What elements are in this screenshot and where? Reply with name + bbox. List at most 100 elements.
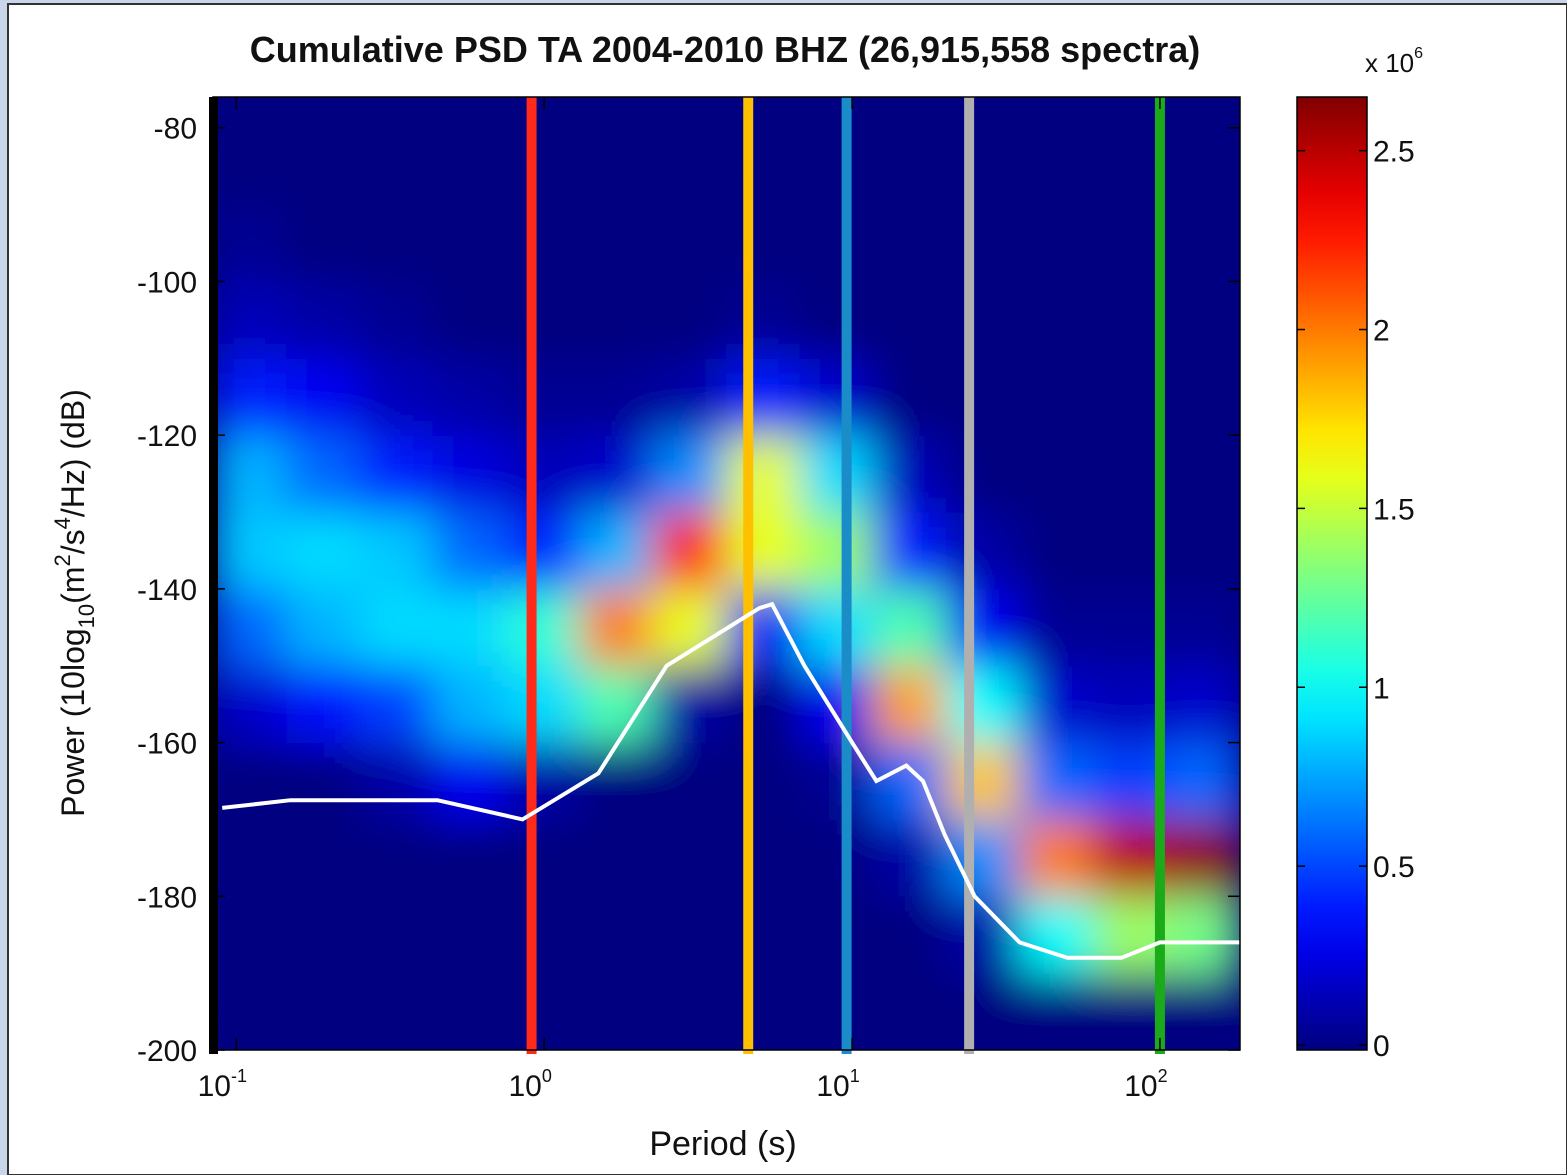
y-label-part: Power (10log: [55, 628, 91, 817]
heatmap-cell: [872, 127, 948, 206]
heatmap-cell: [1019, 665, 1094, 744]
colorbar: [1296, 96, 1368, 1051]
colorbar-tick-label: 2: [1373, 315, 1390, 348]
heatmap-cell: [1092, 511, 1168, 590]
heatmap-cell: [286, 818, 361, 897]
heatmap-cell: [213, 818, 288, 897]
heatmap-cell: [286, 127, 361, 206]
heatmap-cell: [652, 972, 728, 1050]
x-tick-base: 10: [816, 1070, 849, 1103]
heatmap-cell: [872, 434, 948, 513]
heatmap-cell: [432, 588, 508, 667]
heatmap-cell: [726, 357, 801, 436]
x-tick-label: 102: [1124, 1066, 1167, 1103]
heatmap-cell: [1019, 511, 1094, 590]
colorbar-tick-label: 2.5: [1373, 136, 1415, 169]
heatmap-cell: [946, 742, 1021, 820]
heatmap-cell: [652, 665, 728, 744]
heatmap-cell: [1166, 665, 1240, 744]
heatmap-cell: [432, 280, 508, 359]
heatmap-cell: [1166, 511, 1240, 590]
heatmap-cell: [432, 818, 508, 897]
colorbar-multiplier-exponent: 6: [1414, 45, 1423, 62]
heatmap-cell: [1019, 204, 1094, 282]
heatmap-cell: [286, 895, 361, 974]
heatmap-cell: [726, 434, 801, 513]
heatmap-cell: [359, 357, 434, 436]
heatmap-cell: [872, 818, 948, 897]
heatmap-cell: [213, 127, 288, 206]
heatmap-cell: [726, 127, 801, 206]
heatmap: [213, 127, 1240, 1050]
heatmap-cell: [579, 818, 654, 897]
heatmap-cell: [579, 280, 654, 359]
heatmap-cell: [213, 972, 288, 1050]
heatmap-cell: [872, 280, 948, 359]
heatmap-cell: [652, 895, 728, 974]
x-axis-label: Period (s): [649, 1125, 796, 1163]
heatmap-cell: [1092, 204, 1168, 282]
heatmap-cell: [652, 818, 728, 897]
heatmap-cell: [1166, 357, 1240, 436]
heatmap-cell: [579, 357, 654, 436]
heatmap-cell: [799, 588, 874, 667]
heatmap-cell: [799, 511, 874, 590]
heatmap-cell: [213, 204, 288, 282]
x-tick-base: 10: [198, 1070, 231, 1103]
heatmap-cell: [1019, 280, 1094, 359]
heatmap-cell: [506, 818, 581, 897]
y-label-part: /s: [55, 529, 91, 554]
heatmap-cell: [1092, 127, 1168, 206]
heatmap-cell: [579, 742, 654, 820]
heatmap-cell: [946, 895, 1021, 974]
heatmap-cell: [1092, 818, 1168, 897]
heatmap-cell: [652, 280, 728, 359]
heatmap-cell: [872, 665, 948, 744]
heatmap-cell: [1092, 972, 1168, 1050]
heatmap-cell: [359, 511, 434, 590]
heatmap-cell: [432, 357, 508, 436]
heatmap-cell: [506, 511, 581, 590]
heatmap-cell: [726, 895, 801, 974]
heatmap-cell: [946, 511, 1021, 590]
heatmap-cell: [946, 972, 1021, 1050]
heatmap-cell: [506, 434, 581, 513]
heatmap-cell: [799, 818, 874, 897]
heatmap-cell: [579, 127, 654, 206]
heatmap-cell: [872, 511, 948, 590]
heatmap-cell: [946, 818, 1021, 897]
heatmap-cell: [1092, 742, 1168, 820]
heatmap-cell: [579, 434, 654, 513]
heatmap-cell: [1019, 357, 1094, 436]
heatmap-cell: [946, 665, 1021, 744]
heatmap-cell: [213, 434, 288, 513]
heatmap-cell: [359, 972, 434, 1050]
heatmap-cell: [506, 972, 581, 1050]
x-tick-label: 100: [508, 1066, 551, 1103]
heatmap-cell: [799, 972, 874, 1050]
heatmap-cell: [213, 511, 288, 590]
heatmap-cell: [726, 511, 801, 590]
heatmap-cell: [1019, 742, 1094, 820]
heatmap-cell: [1092, 357, 1168, 436]
heatmap-cell: [286, 511, 361, 590]
heatmap-cell: [286, 972, 361, 1050]
heatmap-cell: [1019, 434, 1094, 513]
heatmap-cell: [1019, 895, 1094, 974]
heatmap-cell: [799, 357, 874, 436]
heatmap-cell: [652, 357, 728, 436]
heatmap-cell: [726, 665, 801, 744]
heatmap-cell: [799, 742, 874, 820]
heatmap-cell: [432, 665, 508, 744]
heatmap-cell: [1019, 818, 1094, 897]
colorbar-tick-label: 1: [1373, 672, 1390, 705]
heatmap-cell: [1166, 588, 1240, 667]
heatmap-cell: [946, 127, 1021, 206]
heatmap-cell: [579, 588, 654, 667]
heatmap-cell: [213, 588, 288, 667]
heatmap-cell: [213, 280, 288, 359]
heatmap-cell: [286, 204, 361, 282]
heatmap-cell: [872, 588, 948, 667]
heatmap-cell: [432, 434, 508, 513]
